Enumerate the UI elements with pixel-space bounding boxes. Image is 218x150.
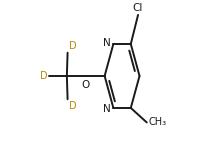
Text: D: D xyxy=(40,71,47,81)
Text: O: O xyxy=(82,80,90,90)
Text: N: N xyxy=(103,104,111,114)
Text: CH₃: CH₃ xyxy=(148,117,166,128)
Text: D: D xyxy=(69,101,77,111)
Text: N: N xyxy=(103,38,111,48)
Text: D: D xyxy=(69,41,77,51)
Text: Cl: Cl xyxy=(133,3,143,14)
